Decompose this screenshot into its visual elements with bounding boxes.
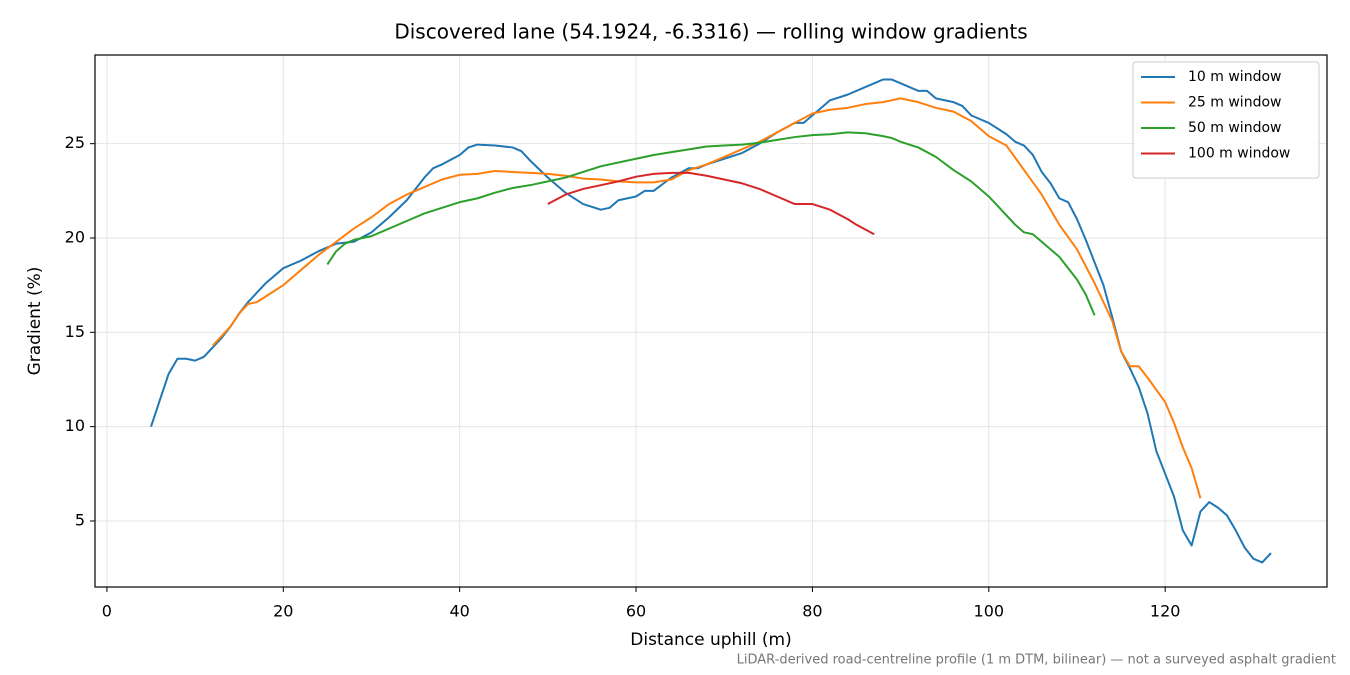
y-tick-label: 20 [65,227,85,246]
series-line [326,131,1096,316]
legend-label: 100 m window [1188,146,1290,162]
x-tick-label: 0 [102,602,112,621]
x-tick-label: 40 [449,602,469,621]
x-tick-label: 60 [626,602,646,621]
x-tick-label: 100 [974,602,1005,621]
legend-label: 10 m window [1188,69,1281,85]
x-tick-label: 120 [1150,602,1181,621]
legend-box [1132,61,1320,179]
series-line [211,97,1202,499]
legend-label: 50 m window [1188,120,1281,136]
y-tick-label: 5 [75,510,85,529]
x-axis-label: Distance uphill (m) [630,630,791,650]
x-tick-label: 80 [802,602,822,621]
y-axis-label: Gradient (%) [25,267,45,376]
series-line [547,171,875,236]
footnote: LiDAR-derived road-centreline profile (1… [737,653,1336,668]
plot-frame [94,54,1328,588]
y-tick-label: 15 [65,322,85,341]
legend-label: 25 m window [1188,95,1281,111]
y-tick-label: 10 [65,416,85,435]
x-tick-label: 20 [273,602,293,621]
chart-title: Discovered lane (54.1924, -6.3316) — rol… [394,20,1027,44]
y-tick-label: 25 [65,133,85,152]
